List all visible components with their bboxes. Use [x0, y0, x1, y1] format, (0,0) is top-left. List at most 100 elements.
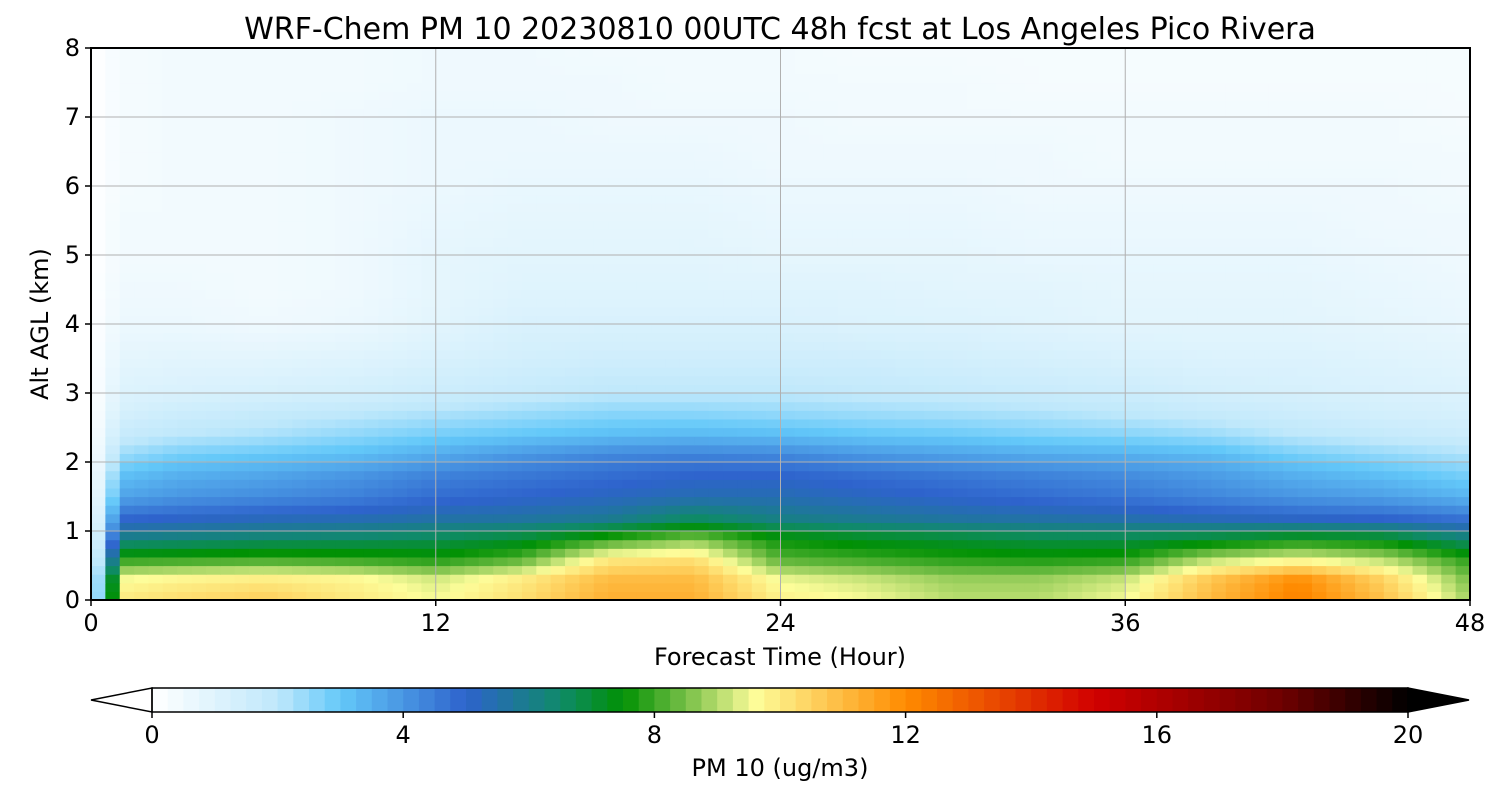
heatmap-cell: [1455, 556, 1471, 567]
heatmap-cell: [1082, 229, 1098, 239]
heatmap-cell: [1010, 237, 1026, 247]
heatmap-cell: [263, 315, 279, 325]
heatmap-cell: [220, 298, 236, 308]
heatmap-cell: [1110, 306, 1126, 316]
heatmap-cell: [1311, 375, 1327, 385]
heatmap-cell: [938, 574, 954, 584]
heatmap-cell: [737, 229, 753, 239]
heatmap-cell: [220, 203, 236, 213]
heatmap-cell: [1211, 487, 1227, 498]
heatmap-cell: [723, 505, 738, 515]
heatmap-cell: [1441, 177, 1457, 187]
heatmap-cell: [1369, 410, 1385, 420]
heatmap-cell: [1125, 194, 1141, 204]
heatmap-cell: [1441, 358, 1457, 368]
heatmap-cell: [292, 410, 308, 420]
heatmap-cell: [737, 306, 753, 316]
heatmap-cell: [1153, 367, 1169, 377]
heatmap-cell: [1225, 505, 1241, 515]
heatmap-cell: [450, 367, 466, 377]
heatmap-cell: [550, 237, 566, 247]
heatmap-cell: [1326, 505, 1342, 515]
heatmap-cell: [952, 436, 968, 446]
heatmap-cell: [852, 186, 868, 196]
heatmap-cell: [1053, 211, 1069, 222]
heatmap-cell: [981, 487, 997, 498]
heatmap-cell: [1197, 280, 1213, 291]
heatmap-cell: [636, 160, 652, 170]
heatmap-cell: [191, 168, 207, 178]
heatmap-cell: [464, 332, 480, 342]
heatmap-cell: [967, 306, 983, 316]
heatmap-cell: [435, 203, 451, 213]
heatmap-cell: [895, 522, 911, 532]
heatmap-cell: [1024, 237, 1040, 247]
heatmap-cell: [1355, 211, 1371, 222]
heatmap-cell: [536, 341, 552, 351]
heatmap-cell: [981, 341, 997, 351]
heatmap-cell: [565, 548, 580, 558]
heatmap-cell: [1311, 444, 1327, 454]
heatmap-cell: [579, 332, 595, 342]
heatmap-cell: [148, 280, 164, 291]
heatmap-cell: [1082, 539, 1098, 549]
heatmap-cell: [823, 522, 839, 532]
heatmap-cell: [521, 531, 537, 541]
heatmap-cell: [536, 168, 552, 178]
heatmap-cell: [766, 211, 782, 222]
heatmap-cell: [363, 539, 379, 549]
heatmap-cell: [1412, 194, 1428, 204]
heatmap-cell: [119, 462, 135, 472]
heatmap-cell: [809, 453, 825, 463]
heatmap-cell: [1168, 522, 1184, 532]
heatmap-cell: [1441, 298, 1457, 308]
heatmap-cell: [277, 470, 293, 480]
heatmap-cell: [134, 151, 150, 161]
heatmap-cell: [162, 470, 178, 480]
heatmap-cell: [1283, 487, 1299, 498]
heatmap-cell: [191, 401, 207, 411]
heatmap-cell: [306, 591, 322, 601]
heatmap-cell: [737, 470, 753, 480]
heatmap-cell: [866, 496, 882, 506]
heatmap-cell: [708, 574, 724, 584]
heatmap-cell: [1197, 315, 1213, 325]
heatmap-cell: [1182, 168, 1198, 178]
heatmap-cell: [507, 315, 523, 325]
heatmap-cell: [536, 298, 552, 308]
heatmap-cell: [794, 548, 810, 558]
heatmap-cell: [737, 332, 753, 342]
heatmap-cell: [277, 574, 293, 584]
heatmap-cell: [191, 574, 207, 584]
heatmap-cell: [205, 272, 221, 282]
heatmap-cell: [1283, 272, 1299, 282]
heatmap-cell: [507, 453, 523, 463]
heatmap-cell: [1283, 522, 1299, 532]
heatmap-cell: [263, 246, 279, 256]
heatmap-cell: [205, 556, 221, 567]
heatmap-cell: [1311, 160, 1327, 170]
heatmap-cell: [234, 401, 250, 411]
heatmap-cell: [148, 194, 164, 204]
heatmap-cell: [1355, 565, 1371, 575]
heatmap-cell: [1455, 582, 1471, 592]
heatmap-cell: [550, 211, 566, 222]
heatmap-cell: [407, 168, 422, 178]
heatmap-cell: [837, 237, 853, 247]
heatmap-cell: [1211, 444, 1227, 454]
heatmap-cell: [1168, 160, 1184, 170]
heatmap-cell: [1182, 539, 1198, 549]
heatmap-cell: [909, 280, 925, 291]
heatmap-cell: [148, 289, 164, 299]
heatmap-cell: [277, 375, 293, 385]
heatmap-cell: [665, 211, 681, 222]
heatmap-cell: [1426, 324, 1442, 334]
heatmap-cell: [1197, 246, 1213, 256]
heatmap-cell: [924, 332, 940, 342]
heatmap-cell: [1010, 177, 1026, 187]
heatmap-cell: [263, 289, 279, 299]
heatmap-cell: [450, 375, 466, 385]
heatmap-cell: [134, 522, 150, 532]
heatmap-cell: [1369, 220, 1385, 230]
heatmap-cell: [679, 522, 695, 532]
